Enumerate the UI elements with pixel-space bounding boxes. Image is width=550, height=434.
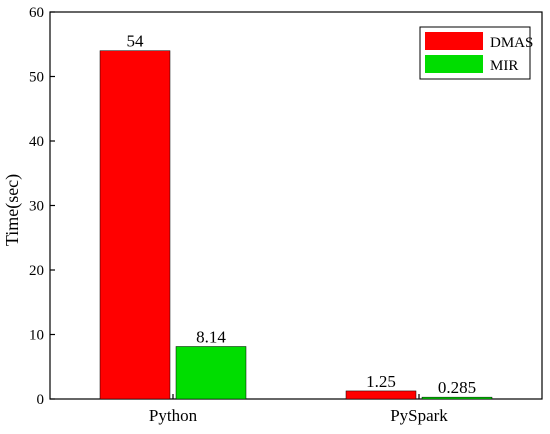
legend-swatch-mir — [425, 55, 483, 73]
x-category-label: PySpark — [390, 406, 448, 425]
data-label: 8.14 — [196, 327, 226, 346]
y-tick-label: 20 — [29, 263, 44, 279]
bar-dmas-pyspark — [345, 390, 417, 400]
legend-swatch-dmas — [425, 32, 483, 50]
legend-label-mir: MIR — [490, 58, 518, 74]
y-tick-label: 40 — [29, 134, 44, 150]
data-label: 0.285 — [438, 378, 476, 397]
data-label: 1.25 — [366, 372, 396, 391]
plot-area: 0 10 20 30 40 50 60 Python 54 8.14 PySpark 1.25 0.28… — [29, 5, 543, 425]
legend-label-dmas: DMAS — [490, 35, 533, 51]
y-tick-label: 30 — [29, 199, 44, 215]
y-tick-label: 60 — [29, 5, 44, 21]
y-axis-title: Time(sec) — [2, 174, 23, 246]
bar-mir-pyspark — [421, 396, 493, 400]
x-category-label: Python — [149, 406, 198, 425]
y-tick-label: 0 — [37, 392, 45, 408]
y-tick-label: 10 — [29, 328, 44, 344]
bar-dmas-python — [99, 50, 171, 400]
bar-mir-python — [175, 346, 247, 400]
y-tick-label: 50 — [29, 70, 44, 86]
legend: DMAS MIR — [419, 26, 533, 80]
data-label: 54 — [127, 32, 145, 51]
